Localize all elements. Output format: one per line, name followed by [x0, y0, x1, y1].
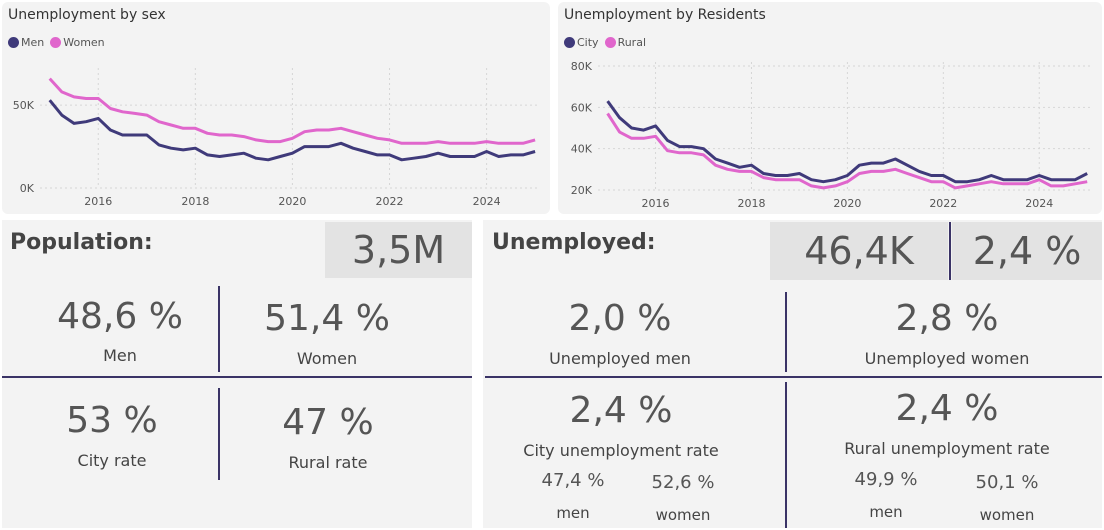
city-rate-value: 53 % — [66, 400, 158, 441]
series-line-men[interactable] — [48, 99, 536, 162]
series-line-city[interactable] — [606, 100, 1088, 184]
legend-dot-rural — [604, 37, 616, 48]
rural-men-value: 49,9 % — [854, 469, 918, 490]
x-tick-label: 2018 — [181, 195, 209, 208]
city-women-label: women — [655, 506, 711, 524]
rural-men-label: men — [869, 503, 903, 521]
legend-label-men: Men — [21, 36, 45, 49]
city-women-value: 52,6 % — [651, 472, 715, 493]
unemployed-card: Unemployed: 46,4K 2,4 % 2,0 % Unemployed… — [483, 220, 1102, 528]
city-rate-label: City rate — [77, 451, 147, 470]
divider-h — [485, 376, 1102, 378]
legend-sex: Men Women — [8, 36, 105, 49]
population-total: 3,5M — [325, 222, 472, 278]
series-line-women[interactable] — [48, 77, 536, 145]
x-tick-label: 2024 — [1025, 197, 1053, 210]
city-unemployment-label: City unemployment rate — [523, 441, 719, 460]
city-men-label: men — [556, 504, 590, 522]
women-share-value: 51,4 % — [264, 298, 390, 339]
unemployed-men-value: 2,0 % — [568, 298, 672, 339]
divider-h — [2, 376, 472, 378]
legend-residents: City Rural — [564, 36, 646, 49]
unemployed-title: Unemployed: — [492, 230, 656, 255]
legend-label-rural: Rural — [617, 36, 647, 49]
rural-unemployment-value: 2,4 % — [895, 388, 999, 429]
rural-unemployment-label: Rural unemployment rate — [844, 439, 1050, 458]
legend-item-city[interactable]: City — [564, 36, 599, 49]
y-tick-label: 0K — [20, 182, 35, 195]
legend-dot-women — [50, 37, 62, 48]
city-men-value: 47,4 % — [541, 470, 605, 491]
legend-item-rural[interactable]: Rural — [604, 36, 647, 49]
unemployed-total: 46,4K — [770, 222, 948, 280]
legend-dot-city — [564, 37, 575, 48]
chart-panel-sex: Unemployment by sex Men Women 0K 50K 2016 2… — [2, 2, 550, 214]
men-share-label: Men — [103, 346, 137, 365]
x-tick-label: 2022 — [929, 197, 957, 210]
divider-v-bottom — [218, 388, 220, 480]
y-tick-label: 20K — [571, 184, 593, 197]
x-tick-label: 2016 — [84, 195, 112, 208]
line-chart-residents[interactable]: 20K 40K 60K 80K 2016 2018 2020 2022 2024 — [558, 2, 1102, 214]
x-tick-label: 2020 — [833, 197, 861, 210]
women-share-label: Women — [296, 349, 358, 368]
unemployment-rate: 2,4 % — [952, 222, 1102, 280]
unemployed-men-label: Unemployed men — [549, 349, 691, 368]
divider-v-top — [218, 286, 220, 372]
rural-women-value: 50,1 % — [975, 472, 1039, 493]
rural-rate-label: Rural rate — [288, 453, 368, 472]
population-title: Population: — [10, 230, 153, 255]
legend-label-city: City — [577, 36, 599, 49]
divider-v-top — [785, 292, 787, 372]
series-line-rural[interactable] — [606, 112, 1088, 190]
legend-item-women[interactable]: Women — [50, 36, 105, 49]
chart-panel-residents: Unemployment by Residents City Rural 20K… — [558, 2, 1102, 214]
x-tick-label: 2024 — [473, 195, 501, 208]
line-chart-sex[interactable]: 0K 50K 2016 2018 2020 2022 2024 — [2, 2, 550, 214]
divider-v-bottom — [785, 382, 787, 528]
y-tick-label: 60K — [571, 101, 593, 114]
chart-title-residents: Unemployment by Residents — [564, 7, 766, 23]
rural-rate-value: 47 % — [282, 402, 374, 443]
unemployed-women-label: Unemployed women — [864, 349, 1030, 368]
y-tick-label: 80K — [571, 60, 593, 73]
unemployed-women-value: 2,8 % — [895, 298, 999, 339]
men-share-value: 48,6 % — [57, 296, 183, 337]
legend-dot-men — [8, 37, 19, 48]
population-card: Population: 3,5M 48,6 % Men 51,4 % Women… — [2, 220, 472, 528]
legend-label-women: Women — [63, 36, 105, 49]
legend-item-men[interactable]: Men — [8, 36, 44, 49]
kpi-box-divider — [949, 222, 951, 280]
city-unemployment-value: 2,4 % — [569, 390, 673, 431]
x-tick-label: 2020 — [278, 195, 306, 208]
x-tick-label: 2022 — [376, 195, 404, 208]
y-tick-label: 40K — [571, 143, 593, 156]
x-tick-label: 2016 — [642, 197, 670, 210]
chart-title-sex: Unemployment by sex — [8, 7, 166, 23]
y-tick-label: 50K — [13, 99, 35, 112]
x-tick-label: 2018 — [737, 197, 765, 210]
rural-women-label: women — [979, 506, 1035, 524]
